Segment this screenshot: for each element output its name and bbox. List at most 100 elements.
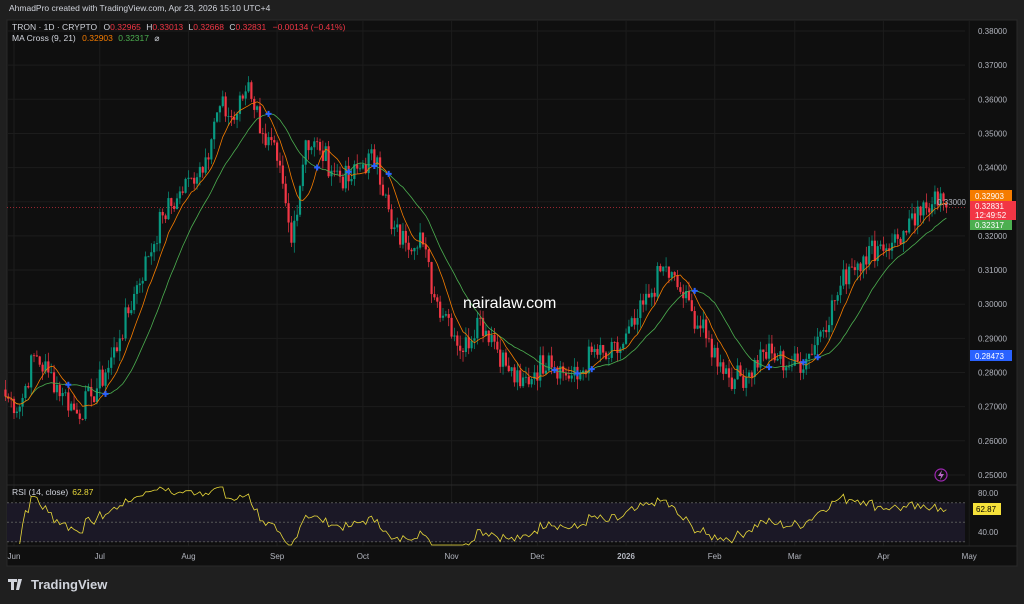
candle-body <box>559 366 562 379</box>
ma-cross-markers <box>65 110 821 397</box>
ma-cross-marker <box>574 370 581 377</box>
candle-body <box>487 330 490 343</box>
candle-body <box>52 372 56 393</box>
candle-body <box>719 362 722 367</box>
candle-body <box>793 353 796 366</box>
candle-body <box>390 209 393 230</box>
candle-body <box>401 230 405 245</box>
candle-body <box>690 300 693 312</box>
tradingview-logo[interactable]: TradingView <box>8 577 108 592</box>
candle-body <box>676 275 679 288</box>
candle-body <box>173 205 176 209</box>
candle-body <box>647 293 651 298</box>
candle-body <box>862 256 865 272</box>
candle-body <box>187 177 190 179</box>
candle-body <box>32 355 36 357</box>
candle-body <box>244 91 247 99</box>
candle-body <box>113 347 116 358</box>
candle-body <box>842 269 845 286</box>
candle-body <box>413 248 416 252</box>
candle-body <box>539 355 542 381</box>
candle-body <box>256 106 259 110</box>
candle-body <box>573 366 576 376</box>
candle-body <box>613 341 616 343</box>
candle-body <box>796 353 799 362</box>
time-axis[interactable]: Jun Jul Aug Sep Oct Nov Dec 2026 Feb Mar Apr May <box>8 552 977 561</box>
candle-body <box>61 392 64 397</box>
candle-body <box>624 333 628 344</box>
candle-body <box>490 334 493 343</box>
eye-off-icon[interactable]: ⌀ <box>154 33 160 43</box>
candle-body <box>278 160 282 166</box>
candle-body <box>753 359 756 378</box>
chart-pane[interactable] <box>6 19 1018 567</box>
candle-body <box>679 287 682 292</box>
candle-body <box>627 326 630 334</box>
price-axis[interactable]: 0.38000 0.37000 0.36000 0.35000 0.34000 0.330… <box>937 27 1007 480</box>
candle-body <box>787 366 791 368</box>
candle-body <box>281 165 284 184</box>
candle-body <box>170 198 173 206</box>
time-tick: Nov <box>444 552 458 561</box>
candle-body <box>659 266 662 272</box>
candle-body <box>513 367 516 383</box>
candle-body <box>310 147 313 151</box>
candle-body <box>916 206 919 226</box>
lightning-icon[interactable] <box>934 468 948 482</box>
candle-body <box>361 164 365 169</box>
candle-body <box>579 373 582 380</box>
candle-body <box>241 95 244 99</box>
candle-body <box>307 140 310 151</box>
candle-body <box>364 164 367 174</box>
ma-legend[interactable]: MA Cross (9, 21) 0.32903 0.32317 ⌀ <box>12 33 160 43</box>
price-tick: 0.35000 <box>978 129 1007 138</box>
candle-body <box>773 353 776 361</box>
candle-body <box>324 146 327 161</box>
time-tick: Mar <box>788 552 802 561</box>
rsi-line <box>19 486 947 546</box>
candle-body <box>133 293 136 311</box>
candle-body <box>782 351 785 371</box>
svg-text:0.28473: 0.28473 <box>975 352 1004 361</box>
candle-body <box>662 266 665 272</box>
candle-body <box>833 300 836 302</box>
candle-body <box>713 347 716 358</box>
candle-body <box>536 372 539 381</box>
candle-body <box>519 370 522 387</box>
candle-body <box>121 338 124 340</box>
candle-body <box>493 334 496 342</box>
candle-body <box>607 357 610 359</box>
candle-body <box>404 230 407 243</box>
symbol-label[interactable]: TRON · 1D · CRYPTO <box>12 22 98 32</box>
candle-body <box>459 345 462 351</box>
candle-body <box>376 157 379 166</box>
candle-body <box>321 150 324 161</box>
candle-body <box>882 244 885 251</box>
candle-body <box>825 330 828 333</box>
candle-body <box>441 315 445 318</box>
candle-body <box>730 377 733 389</box>
candle-body <box>356 164 359 169</box>
ma-cross-marker <box>691 287 698 294</box>
candle-body <box>564 372 568 376</box>
candle-body <box>267 137 270 146</box>
candle-body <box>213 121 216 140</box>
candle-body <box>141 280 144 284</box>
candle-body <box>839 285 842 296</box>
candle-body <box>687 291 691 301</box>
svg-text:0.32317: 0.32317 <box>975 221 1004 230</box>
candle-body <box>785 367 788 371</box>
candle-body <box>436 297 439 302</box>
candle-body <box>410 249 413 252</box>
candle-body <box>313 141 316 148</box>
ma-cross-marker <box>385 170 392 177</box>
candle-body <box>381 184 385 196</box>
price-tick: 0.29000 <box>978 334 1007 343</box>
candle-body <box>908 218 911 233</box>
candle-body <box>870 240 874 247</box>
rsi-legend[interactable]: RSI (14, close) 62.87 <box>12 487 94 497</box>
candle-body <box>473 338 476 341</box>
candle-body <box>733 379 736 389</box>
